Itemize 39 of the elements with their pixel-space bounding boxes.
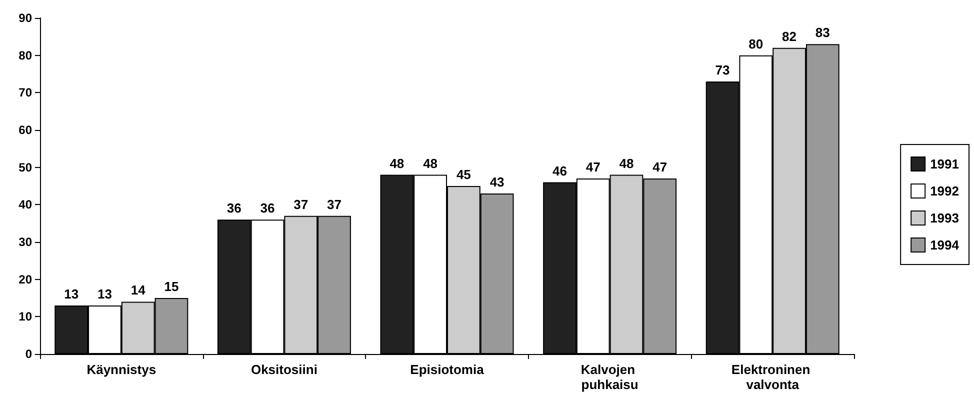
data-label: 82: [782, 28, 797, 44]
legend-label: 1993: [930, 210, 959, 226]
y-tick-label: 30: [18, 235, 32, 249]
y-tick-label: 60: [18, 123, 32, 137]
legend-label: 1992: [930, 184, 959, 198]
x-tick-label: Kalvojen puhkaisu: [580, 362, 639, 392]
y-tick-label: 20: [18, 272, 32, 286]
x-tick-label: Oksitosiini: [250, 362, 318, 377]
legend-label: 1991: [930, 156, 959, 172]
x-tick-label: Elektroninen valvonta: [731, 362, 814, 392]
data-label: 48: [619, 156, 634, 171]
legend-label: 1994: [930, 238, 960, 252]
y-tick-label: 10: [18, 310, 32, 324]
x-tick-label: Käynnistys: [86, 362, 156, 377]
y-tick-label: 0: [25, 347, 32, 361]
y-tick-label: 90: [18, 11, 32, 25]
data-label: 37: [294, 196, 308, 212]
data-label: 73: [715, 62, 730, 78]
data-label: 46: [552, 163, 567, 178]
y-tick-label: 70: [18, 86, 32, 100]
data-label: 47: [652, 160, 668, 175]
y-tick-label: 80: [18, 48, 32, 62]
data-label: 13: [97, 286, 112, 302]
data-label: 48: [423, 156, 438, 171]
data-label: 48: [390, 156, 404, 171]
data-label: 43: [490, 174, 504, 190]
data-label: 37: [327, 196, 342, 212]
y-tick-label: 40: [18, 198, 32, 212]
data-label: 14: [130, 282, 146, 298]
data-label: 80: [748, 36, 764, 52]
x-tick-label: Episiotomia: [410, 362, 485, 377]
data-label: 83: [815, 25, 830, 40]
data-label: 15: [164, 279, 179, 294]
y-tick-label: 50: [18, 160, 32, 174]
data-label: 36: [226, 200, 242, 216]
data-label: 36: [260, 200, 275, 216]
data-label: 47: [586, 160, 600, 175]
data-label: 13: [64, 286, 79, 302]
data-label: 45: [456, 167, 471, 182]
